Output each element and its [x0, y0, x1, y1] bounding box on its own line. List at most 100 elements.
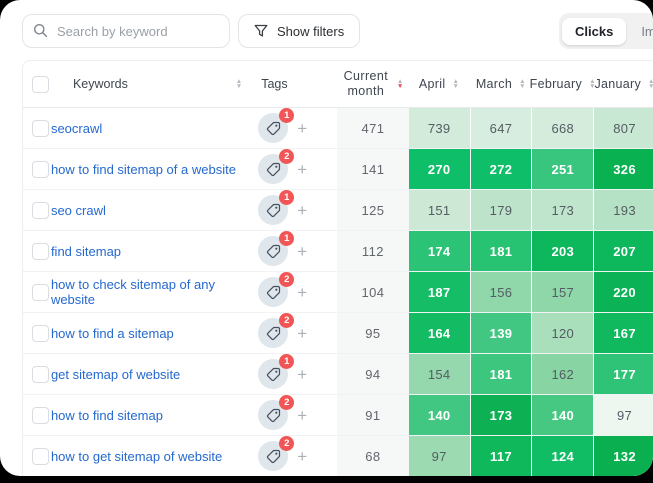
tag-chip[interactable]: 1: [258, 108, 295, 143]
sort-april-icon[interactable]: ▲ ▼: [452, 78, 460, 90]
table-row: seocrawl 1 +471 739 647 668 807: [23, 108, 653, 149]
heatmap-cell: 270: [408, 149, 471, 189]
table-row: how to find a sitemap 2 +95 164 139 120 167: [23, 313, 653, 354]
row-checkbox[interactable]: [32, 406, 49, 424]
month-header-label: January: [594, 77, 642, 91]
tag-icon: [266, 162, 280, 176]
keyword-link[interactable]: how to find sitemap: [50, 407, 163, 423]
row-checkbox[interactable]: [32, 160, 49, 178]
row-checkbox[interactable]: [32, 119, 49, 137]
heatmap-cell: 139: [470, 313, 533, 353]
add-tag-button[interactable]: +: [297, 364, 308, 384]
keyword-cell: seocrawl: [51, 108, 250, 148]
sort-january-icon[interactable]: ▲ ▼: [648, 78, 653, 90]
tag-icon: [266, 326, 280, 340]
keywords-header-label: Keywords: [72, 77, 128, 91]
sort-current-month-icon[interactable]: ▲ ▼: [396, 78, 404, 90]
tag-count-badge: 2: [279, 395, 295, 410]
row-checkbox[interactable]: [32, 201, 49, 219]
tag-chip[interactable]: 2: [258, 272, 295, 307]
add-tag-button[interactable]: +: [297, 282, 308, 302]
keyword-link[interactable]: get sitemap of website: [50, 366, 181, 382]
tag-icon: [266, 367, 280, 381]
table-row: how to find sitemap of a website 2 +141 270…: [23, 149, 653, 190]
tags-cell: 1 +: [250, 108, 337, 148]
tag-icon: [266, 285, 280, 299]
tag-chip[interactable]: 2: [258, 313, 295, 348]
row-checkbox[interactable]: [32, 324, 49, 342]
heatmap-cell: 739: [408, 108, 471, 148]
add-tag-button[interactable]: +: [297, 159, 308, 179]
row-checkbox[interactable]: [32, 447, 49, 465]
sort-keywords-icon[interactable]: ▲ ▼: [235, 78, 243, 90]
table-row: get sitemap of website 1 +94 154 181 162 177: [23, 354, 653, 395]
heatmap-cell: 807: [594, 108, 653, 148]
toggle-impressions[interactable]: Impressions: [641, 23, 653, 39]
add-tag-button[interactable]: +: [297, 200, 308, 220]
tag-icon: [266, 203, 280, 217]
keyword-link[interactable]: find sitemap: [50, 243, 122, 259]
filter-icon: [254, 24, 268, 37]
heatmap-cell: 120: [532, 313, 595, 353]
search-input[interactable]: [55, 16, 225, 46]
header-tags: Tags: [250, 77, 337, 91]
heatmap-cell: 647: [470, 108, 533, 148]
add-tag-button[interactable]: +: [297, 405, 308, 425]
tags-header-label: Tags: [261, 77, 288, 91]
keyword-link[interactable]: seo crawl: [50, 202, 106, 218]
add-tag-button[interactable]: +: [297, 446, 308, 466]
search-box[interactable]: [22, 14, 230, 48]
heatmap-cell: 156: [470, 272, 533, 312]
keyword-cell: how to check sitemap of any website: [51, 272, 250, 312]
header-month-january: January ▲ ▼: [594, 77, 653, 91]
show-filters-button[interactable]: Show filters: [238, 14, 361, 48]
tags-cell: 1 +: [250, 190, 337, 230]
tag-count-badge: 1: [279, 190, 295, 205]
tag-chip[interactable]: 1: [258, 231, 295, 266]
row-checkbox-cell: [23, 149, 51, 189]
keyword-link[interactable]: how to get sitemap of website: [50, 448, 223, 464]
keyword-link[interactable]: how to find sitemap of a website: [50, 161, 236, 177]
tags-cell: 2 +: [250, 149, 337, 189]
tag-icon: [266, 449, 280, 463]
table-row: how to find sitemap 2 +91 140 173 140 97: [23, 395, 653, 436]
current-month-value: 112: [337, 231, 409, 271]
tag-count-badge: 2: [279, 313, 295, 328]
row-checkbox-cell: [23, 313, 51, 353]
table-row: how to get sitemap of website 2 +68 97 117 12…: [23, 436, 653, 476]
heatmap-cell: 181: [470, 354, 533, 394]
tag-count-badge: 1: [279, 108, 295, 123]
heatmap-cell: 97: [594, 395, 653, 435]
tag-chip[interactable]: 2: [258, 149, 295, 184]
row-checkbox-cell: [23, 231, 51, 271]
keyword-link[interactable]: seocrawl: [50, 120, 103, 136]
add-tag-button[interactable]: +: [297, 323, 308, 343]
toggle-clicks[interactable]: Clicks: [562, 17, 627, 45]
tag-chip[interactable]: 1: [258, 190, 295, 225]
tag-icon: [266, 121, 280, 135]
current-month-header-label: Current month: [343, 69, 389, 98]
table-header: Keywords ▲ ▼ Tags Current month ▲ ▼ April …: [23, 61, 653, 108]
add-tag-button[interactable]: +: [297, 241, 308, 261]
row-checkbox-cell: [23, 436, 51, 476]
add-tag-button[interactable]: +: [297, 118, 308, 138]
row-checkbox[interactable]: [32, 242, 49, 260]
tag-chip[interactable]: 2: [258, 395, 295, 430]
heatmap-cell: 203: [532, 231, 595, 271]
current-month-value: 141: [337, 149, 409, 189]
heatmap-cell: 181: [470, 231, 533, 271]
row-checkbox-cell: [23, 354, 51, 394]
tag-chip[interactable]: 1: [258, 354, 295, 389]
sort-february-icon[interactable]: ▲ ▼: [589, 78, 596, 90]
keyword-link[interactable]: how to check sitemap of any website: [50, 277, 215, 307]
heatmap-cell: 167: [594, 313, 653, 353]
header-month-march: March ▲ ▼: [470, 77, 533, 91]
row-checkbox[interactable]: [32, 365, 49, 383]
heatmap-cell: 162: [532, 354, 595, 394]
row-checkbox[interactable]: [32, 283, 49, 301]
sort-march-icon[interactable]: ▲ ▼: [519, 78, 526, 90]
keyword-link[interactable]: how to find a sitemap: [50, 325, 174, 341]
select-all-checkbox[interactable]: [32, 75, 49, 93]
tag-chip[interactable]: 2: [258, 436, 295, 471]
